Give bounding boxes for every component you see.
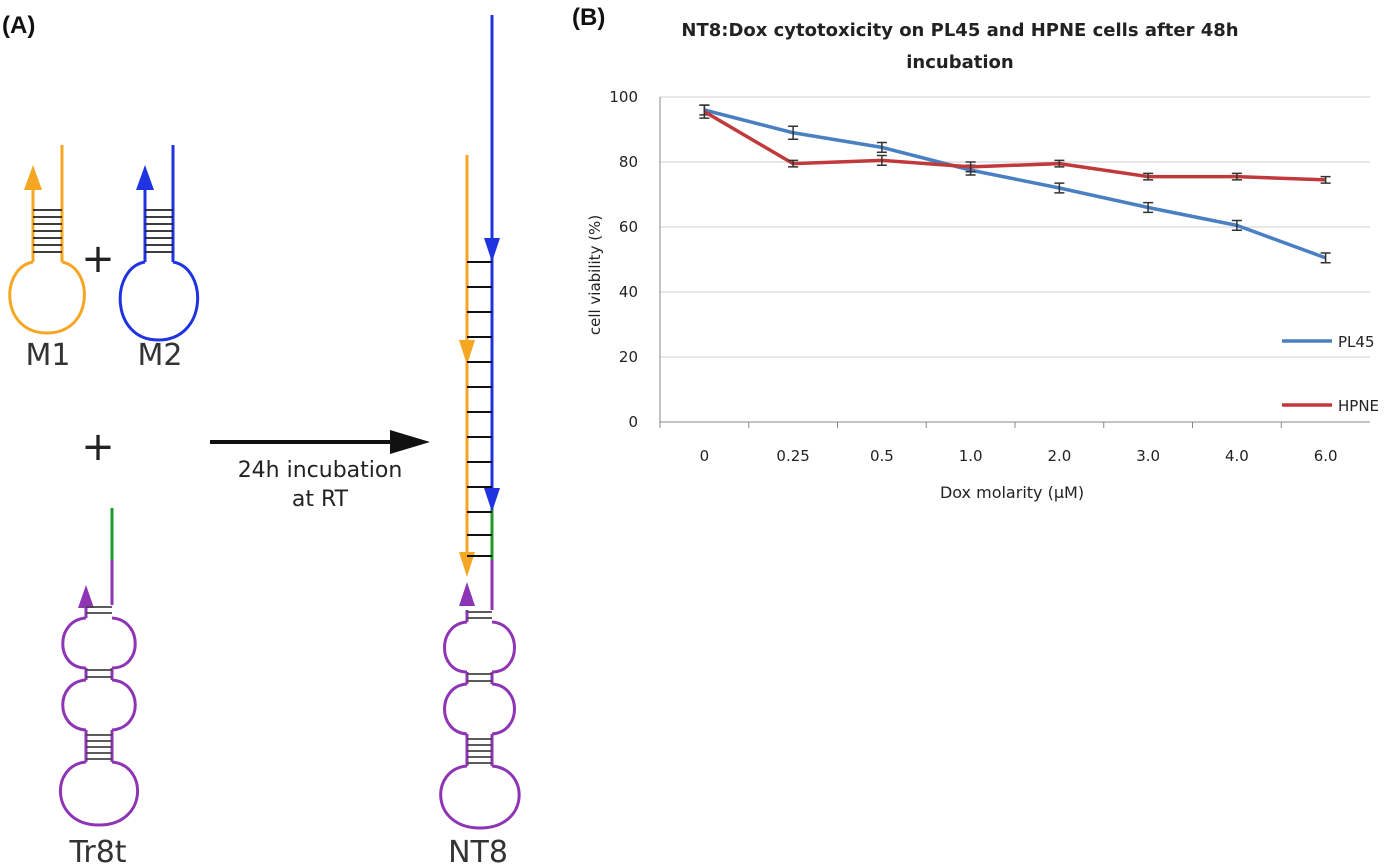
error-bar: [1054, 182, 1065, 194]
m1-base-pairs: [33, 209, 62, 253]
y-tick-labels: 0 20 40 60 80 100: [609, 88, 638, 431]
chart-title-line-1: NT8:Dox cytotoxicity on PL45 and HPNE ce…: [681, 20, 1238, 41]
y-axis-label: cell viability (%): [586, 215, 604, 335]
x-tick-labels: 0 0.25 0.5 1.0 2.0 3.0 4.0 6.0: [700, 447, 1338, 465]
arrow-text-line-2: at RT: [292, 487, 349, 512]
panel-b-label: (B): [572, 4, 606, 31]
m2-label: M2: [138, 338, 183, 373]
error-bar: [876, 141, 887, 153]
error-bar: [1143, 201, 1154, 214]
x-tick-label: 0.5: [870, 447, 894, 465]
y-tick-label: 20: [619, 348, 638, 366]
x-tick-label: 3.0: [1136, 447, 1160, 465]
error-bar: [1231, 219, 1242, 231]
legend: PL45 HPNE: [1282, 333, 1379, 415]
nt8-blue-arrowhead-1: [484, 238, 500, 262]
series-group: [699, 104, 1331, 264]
nt8-label: NT8: [448, 835, 508, 866]
error-bar: [699, 104, 710, 119]
cytotoxicity-chart: NT8:Dox cytotoxicity on PL45 and HPNE ce…: [586, 20, 1379, 502]
m2-base-pairs: [145, 209, 173, 253]
plus-sign-2: +: [81, 424, 115, 470]
error-bar: [1054, 159, 1065, 168]
error-bar: [965, 161, 976, 173]
reaction-arrowhead: [390, 430, 430, 454]
chart-title-line-2: incubation: [906, 52, 1013, 73]
nt8-blue-arrowhead-2: [484, 488, 500, 512]
plus-sign-1: +: [81, 236, 115, 282]
x-tick-label: 4.0: [1225, 447, 1249, 465]
x-tick-label: 6.0: [1314, 447, 1338, 465]
series-line-hpne: [703, 110, 1326, 182]
tr8t-structure: [58, 508, 140, 827]
series-line-pl45: [703, 108, 1327, 260]
gridlines: [659, 96, 1370, 428]
error-bar: [1231, 172, 1242, 181]
nt8-orange-arrowhead-1: [459, 340, 475, 365]
nt8-orange-arrowhead-2: [459, 552, 475, 577]
nt8-base-pairs: [467, 261, 492, 557]
tr8t-base-pairs: [86, 606, 112, 760]
error-bar: [788, 159, 799, 168]
error-bar: [1143, 172, 1154, 181]
error-bar: [1320, 175, 1331, 184]
m1-arrowhead: [24, 165, 42, 190]
y-tick-label: 100: [609, 88, 638, 106]
panel-a-label: (A): [2, 12, 36, 39]
y-tick-label: 60: [619, 218, 638, 236]
nt8-purple-arrowhead: [459, 582, 475, 606]
m2-hairpin: [118, 145, 200, 342]
legend-label: PL45: [1338, 333, 1375, 351]
error-bar: [788, 125, 799, 140]
x-tick-label: 2.0: [1047, 447, 1071, 465]
m1-hairpin: [8, 145, 86, 335]
nt8-loop-base-pairs: [467, 611, 492, 764]
x-axis-label: Dox molarity (µM): [940, 483, 1084, 502]
y-tick-label: 80: [619, 153, 638, 171]
arrow-text-line-1: 24h incubation: [238, 458, 403, 483]
x-tick-label: 1.0: [959, 447, 983, 465]
nt8-structure: [439, 15, 521, 830]
x-tick-label: 0: [700, 447, 710, 465]
y-tick-label: 40: [619, 283, 638, 301]
m1-label: M1: [26, 338, 71, 373]
m2-arrowhead: [136, 165, 154, 190]
error-bar: [1320, 252, 1331, 264]
x-tick-label: 0.25: [776, 447, 809, 465]
assembly-diagram: M1 + + M2 Tr8t 24h incubatio: [8, 15, 521, 866]
y-tick-label: 0: [628, 413, 638, 431]
tr8t-arrowhead: [78, 585, 94, 608]
error-bar: [876, 154, 887, 166]
tr8t-label: Tr8t: [68, 835, 126, 866]
legend-label: HPNE: [1338, 397, 1379, 415]
